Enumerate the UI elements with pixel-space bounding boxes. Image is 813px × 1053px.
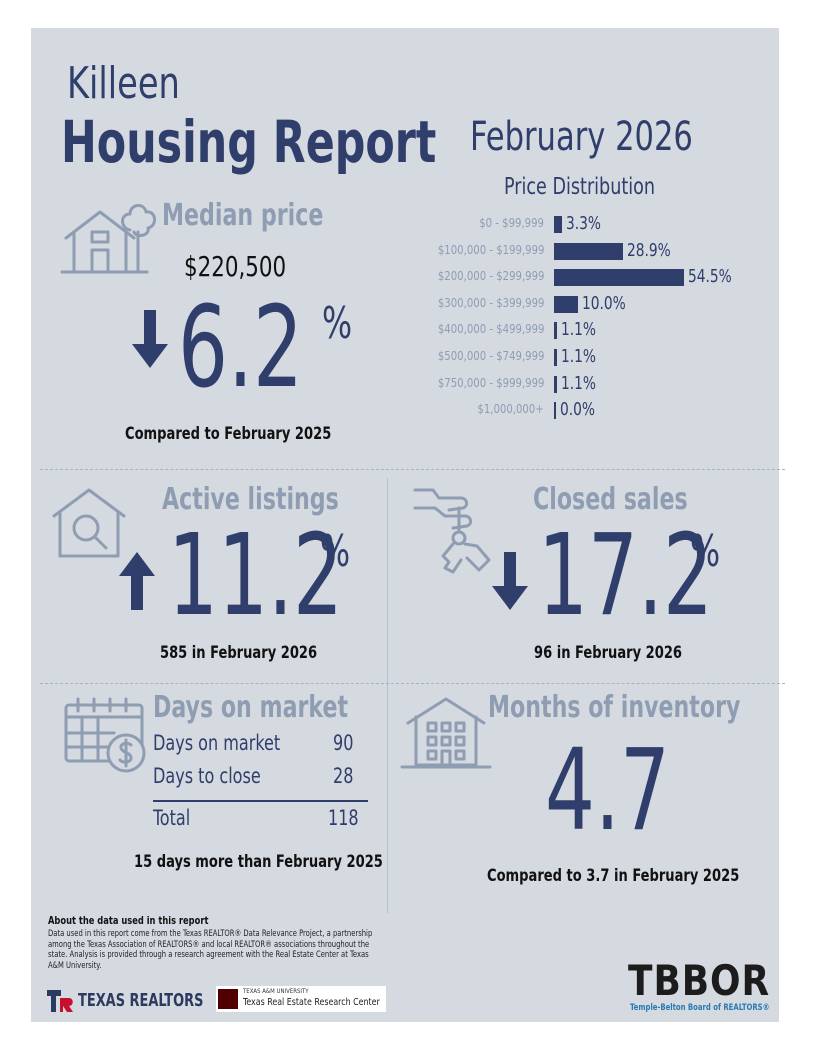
price-bar-row: $200,000 - $299,999 54.5% [380,266,780,288]
median-price-value: $220,500 [184,250,287,283]
price-bar-row: $300,000 - $399,999 10.0% [380,293,780,315]
dom-row-label-2: Days to close [153,764,261,788]
price-bar [554,375,557,393]
price-bar-value: 1.1% [561,346,596,367]
months-inventory-caption: Compared to 3.7 in February 2025 [487,866,740,885]
active-listings-change: 11.2 [168,511,343,641]
tbbor-subtitle: Temple-Belton Board of REALTORS® [630,1003,770,1013]
price-bar-row: $500,000 - $749,999 1.1% [380,346,780,368]
active-listings-heading: Active listings [162,482,339,517]
dom-row-value-2: 28 [333,764,354,788]
dom-row-label-1: Days on market [153,731,281,755]
closed-sales-pct-sign: % [690,526,721,577]
closed-sales-heading: Closed sales [533,482,688,517]
price-bar-value: 10.0% [582,292,626,314]
divider-vertical [387,478,388,913]
price-bar [554,216,562,233]
months-inventory-value: 4.7 [545,726,670,856]
price-range-label: $300,000 - $399,999 [437,294,544,310]
median-price-caption: Compared to February 2025 [125,424,332,443]
price-bar-value: 54.5% [688,266,732,288]
price-range-label: $500,000 - $749,999 [437,348,544,363]
texas-realtors-logo-mark [47,990,73,1016]
median-price-change: 6.2 [178,283,303,413]
apartment-building-icon [400,697,492,775]
price-bar-value: 1.1% [561,319,596,341]
report-month: February 2026 [470,114,693,160]
price-range-label: $100,000 - $199,999 [437,241,544,257]
dom-row-value-1: 90 [333,731,354,755]
arrow-down-icon [132,310,168,372]
price-bar-row: $750,000 - $999,999 1.1% [380,373,780,395]
dom-total-value: 118 [328,806,359,830]
calendar-dollar-icon [64,697,150,777]
arrow-down-icon [492,552,528,614]
report-title: Housing Report [61,108,437,176]
active-listings-pct-sign: % [320,526,351,577]
price-distribution-title: Price Distribution [504,174,656,200]
median-price-pct-sign: % [322,298,353,349]
price-bar-row: $0 - $99,999 3.3% [380,213,780,235]
price-bar [554,322,557,340]
days-on-market-caption: 15 days more than February 2025 [134,852,383,871]
price-bar-value: 1.1% [561,372,596,394]
price-bar [554,242,623,260]
price-bar-row: $1,000,000+ 0.0% [380,399,780,421]
price-bar-row: $100,000 - $199,999 28.9% [380,240,780,262]
house-tree-icon [60,202,157,281]
tamu-mark-icon [218,989,238,1009]
price-bar-value: 0.0% [560,399,595,421]
divider-2 [40,683,785,684]
price-bar-value: 28.9% [627,239,671,261]
report-panel [31,28,779,1022]
about-heading: About the data used in this report [48,915,209,927]
price-range-label: $0 - $99,999 [479,215,544,230]
price-range-label: $750,000 - $999,999 [437,374,544,390]
price-bar-row: $400,000 - $499,999 1.1% [380,319,780,341]
median-price-heading: Median price [162,198,324,233]
arrow-up-icon [119,552,155,614]
divider-1 [40,469,785,470]
dom-total-label: Total [153,806,191,830]
dom-total-rule [153,800,368,802]
price-bar [554,295,578,313]
price-bar [554,402,556,420]
closed-sales-caption: 96 in February 2026 [534,643,683,662]
days-on-market-heading: Days on market [153,690,349,725]
price-bar [554,349,557,366]
tamu-logo: TEXAS A&M UNIVERSITY Texas Real Estate R… [216,986,386,1012]
texas-realtors-logo: TEXAS REALTORS [78,990,204,1011]
about-text: Data used in this report come from the T… [48,929,373,971]
price-bar-value: 3.3% [566,213,601,234]
price-range-label: $1,000,000+ [477,401,544,417]
months-inventory-heading: Months of inventory [488,690,741,725]
price-bar [554,269,684,287]
closed-sales-change: 17.2 [538,511,713,641]
house-search-icon [52,488,126,564]
city-name: Killeen [67,58,180,109]
tamu-small-text: TEXAS A&M UNIVERSITY [243,988,309,995]
active-listings-caption: 585 in February 2026 [160,643,318,662]
price-range-label: $200,000 - $299,999 [437,268,544,284]
tbbor-logo: TBBOR [628,956,771,1005]
hand-key-icon [413,488,495,580]
tamu-center-text: Texas Real Estate Research Center [243,997,380,1008]
price-range-label: $400,000 - $499,999 [437,321,544,337]
